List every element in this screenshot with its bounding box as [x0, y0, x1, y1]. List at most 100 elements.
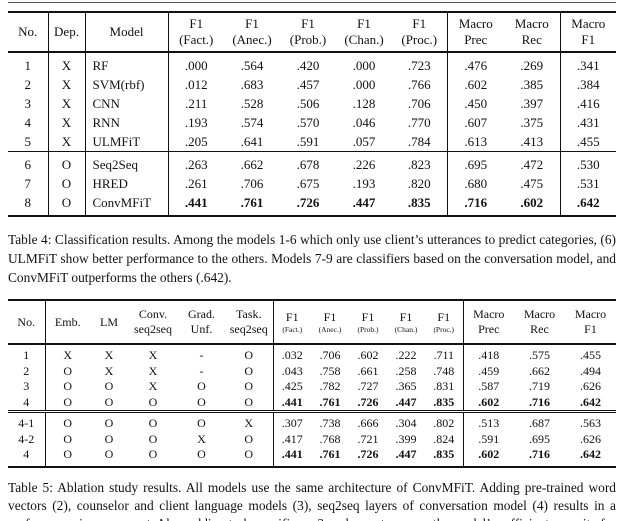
column-header-f1_fact: F1 (Fact.): [167, 12, 224, 53]
column-header-line: Prec: [478, 322, 500, 336]
cell-macro_f1: .384: [559, 75, 616, 94]
column-header-line: F1: [357, 16, 371, 31]
cell-macro_f1: .431: [559, 113, 616, 132]
cell-macro_f1: .455: [580, 348, 601, 362]
cell-f1_prob: .721: [357, 431, 379, 446]
cell-task_seq2seq: X: [225, 410, 273, 432]
table-row: 6 O Seq2Seq .263.662.678.226.823.695.472.53…: [8, 151, 616, 174]
cell-dep: X: [47, 75, 85, 94]
cell-f1_chan: .057: [352, 134, 376, 149]
cell-grad_unf: O: [197, 379, 206, 393]
cell-macro_f1: .626: [580, 431, 601, 446]
column-header-line: Macro: [473, 307, 505, 321]
column-header-line: (Fact.): [282, 325, 303, 334]
cell-grad_unf: -: [199, 363, 204, 378]
cell-macro_rec: .695: [529, 431, 550, 446]
cell-no: 4-2: [18, 431, 35, 446]
cell-lm: O: [104, 447, 114, 461]
cell-f1_chan: .258: [395, 363, 417, 378]
cell-macro_prec: .602: [446, 75, 504, 94]
cell-macro_f1: .455: [559, 132, 616, 152]
cell-no: 2: [24, 77, 32, 92]
cell-model: CNN: [84, 94, 168, 113]
column-header-line: Rec: [530, 322, 549, 336]
table-row: 4 O O O O O .441.761.726.447.835.602.716.642: [8, 394, 616, 412]
cell-no: 4-1: [8, 410, 45, 432]
cell-f1_prob: .678: [280, 151, 336, 174]
cell-f1_proc: .770: [407, 115, 431, 130]
cell-f1_fact: .000: [167, 52, 224, 75]
cell-f1_anec: .761: [319, 447, 341, 461]
cell-f1_prob: .726: [357, 394, 379, 409]
cell-f1_anec: .758: [319, 363, 341, 378]
cell-f1_chan: .447: [395, 447, 417, 461]
cell-emb: O: [44, 410, 90, 432]
table4: No. Dep. Model F1 (Fact.) F1 (Anec.) F1 (Prob.) F…: [8, 11, 616, 217]
cell-f1_fact: .211: [167, 94, 224, 113]
cell-macro_rec: .475: [520, 176, 544, 191]
cell-conv_seq2seq: X: [148, 379, 158, 393]
cell-macro_f1: .530: [559, 151, 616, 174]
cell-f1_fact: .193: [167, 113, 224, 132]
column-header-conv_seq2seq: Conv. seq2seq: [128, 300, 178, 345]
cell-f1_prob: .727: [357, 379, 379, 393]
table5-caption: Table 5: Ablation study results. All mod…: [8, 479, 616, 521]
cell-macro_prec: .695: [446, 151, 504, 174]
column-header-line: (Chan.): [394, 325, 418, 334]
cell-f1_anec: .528: [240, 96, 264, 111]
cell-grad_unf: O: [197, 394, 206, 409]
column-header-f1_proc: F1 (Proc.): [392, 12, 447, 53]
cell-grad_unf: X: [197, 431, 206, 446]
cell-f1_chan: .304: [387, 410, 425, 432]
cell-macro_prec: .607: [446, 113, 504, 132]
cell-f1_anec: .706: [240, 176, 264, 191]
column-header-line: seq2seq: [229, 322, 268, 336]
cell-no: 4: [24, 115, 32, 130]
cell-f1_chan: .447: [395, 394, 417, 409]
cell-dep: X: [47, 132, 85, 152]
cell-grad_unf: O: [178, 410, 225, 432]
cell-macro_f1: .341: [559, 52, 616, 75]
column-header-line: Model: [109, 24, 144, 39]
cell-model: RF: [84, 52, 168, 75]
cell-conv_seq2seq: O: [148, 431, 158, 446]
column-header-line: F1: [189, 16, 204, 31]
cell-lm: O: [104, 379, 114, 393]
cell-macro_prec: .602: [462, 447, 514, 467]
column-header-macro_f1: Macro F1: [565, 300, 616, 345]
column-header-lm: LM: [90, 300, 128, 345]
cell-f1_anec: .564: [240, 58, 264, 73]
cell-macro_rec: .472: [504, 151, 560, 174]
table-row: 1 X RF .000.564.420.000.723.476.269.341: [8, 52, 616, 75]
cell-conv_seq2seq: O: [128, 410, 178, 432]
column-header-model: Model: [84, 12, 168, 53]
cell-f1_fact: .417: [272, 431, 311, 447]
column-header-line: (Proc.): [433, 325, 455, 334]
cell-lm: X: [104, 363, 114, 378]
cell-f1_chan: .226: [336, 151, 392, 174]
column-header-line: F1: [399, 310, 413, 324]
column-header-line: Macro: [571, 16, 606, 31]
cell-model: RNN: [84, 113, 168, 132]
cell-f1_prob: .666: [349, 410, 387, 432]
column-header-line: F1: [285, 310, 299, 324]
column-header-line: F1: [301, 16, 315, 31]
cell-no: 2: [23, 363, 30, 378]
cell-f1_proc: .766: [407, 77, 431, 92]
cell-no: 1: [24, 58, 32, 73]
cell-f1_anec: .706: [319, 348, 341, 362]
cell-f1_fact: .307: [272, 410, 311, 432]
column-header-task_seq2seq: Task. seq2seq: [225, 300, 273, 345]
column-header-line: F1: [437, 310, 451, 324]
cell-macro_prec: .602: [462, 394, 514, 412]
cell-dep: O: [47, 174, 85, 193]
cell-macro_f1: .416: [559, 94, 616, 113]
cell-macro_prec: .450: [446, 94, 504, 113]
cell-task_seq2seq: O: [244, 431, 254, 446]
table-row: 3 X CNN .211 .528 .506 .128 .706 .450 .397 .416: [8, 94, 616, 113]
column-header-macro_rec: Macro Rec: [514, 300, 565, 345]
cell-macro_f1: .494: [580, 363, 601, 378]
cell-dep: O: [47, 193, 85, 216]
column-header-line: F1: [245, 16, 259, 31]
cell-emb: O: [44, 379, 90, 395]
